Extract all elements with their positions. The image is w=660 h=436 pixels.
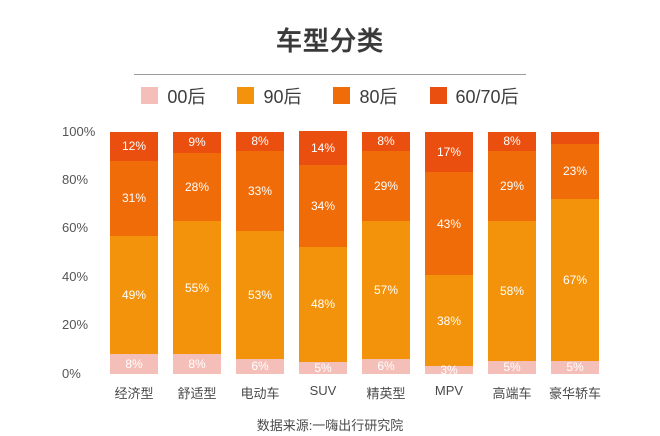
bar-segment: 58% bbox=[488, 221, 536, 362]
legend-item-3: 80后 bbox=[333, 83, 398, 109]
bar-segment: 43% bbox=[425, 172, 473, 276]
bar-segment: 8% bbox=[488, 131, 536, 151]
legend-swatch-icon bbox=[429, 87, 447, 104]
bar-segment: 14% bbox=[299, 131, 347, 166]
bar-segment: 5% bbox=[488, 361, 536, 374]
bar-segment: 8% bbox=[362, 131, 410, 151]
bar-segment: 8% bbox=[173, 354, 221, 374]
bar-segment: 6% bbox=[236, 358, 284, 374]
bar-segment: 53% bbox=[236, 230, 284, 359]
legend-item-label: 60/70后 bbox=[455, 86, 519, 107]
chart-title: 车型分类 bbox=[275, 26, 384, 56]
y-axis-tick-label: 40% bbox=[62, 268, 89, 284]
y-axis-tick-label: 0% bbox=[62, 365, 81, 381]
x-axis-category-label: 经济型 bbox=[114, 385, 154, 401]
bar-segment: 5% bbox=[299, 361, 347, 374]
bar-segment: 8% bbox=[236, 131, 284, 151]
y-axis-tick-label: 80% bbox=[62, 171, 89, 187]
bar-segment: 17% bbox=[425, 131, 473, 173]
bar-segment: 34% bbox=[299, 165, 347, 247]
bar-segment: 38% bbox=[425, 275, 473, 367]
bar-segment: 8% bbox=[110, 354, 158, 374]
x-axis-category-label: 高端车 bbox=[492, 385, 532, 401]
legend-swatch-icon bbox=[141, 87, 159, 104]
bar-segment: 28% bbox=[173, 153, 221, 222]
chart-plot-area: 0% 20% 40% 60% 80% 100% 8% 49% 31% 12% 8% 55% 28% 9%… bbox=[62, 124, 614, 381]
legend: 00后 90后 80后 60/70后 bbox=[0, 85, 660, 107]
bar-segment: 12% bbox=[110, 131, 158, 161]
x-axis-category-label: 电动车 bbox=[240, 385, 280, 401]
legend-swatch-icon bbox=[237, 87, 255, 104]
data-source: 数据来源:一嗨出行研究院 bbox=[256, 417, 404, 433]
bar-column-7: 5% 58% 29% 8% bbox=[488, 131, 536, 374]
bar-segment: 3% bbox=[425, 364, 473, 376]
bar-segment: 5% bbox=[551, 361, 599, 374]
legend-item-label: 90后 bbox=[263, 86, 302, 107]
bar-segment: 55% bbox=[173, 221, 221, 355]
bar-segment bbox=[551, 131, 599, 144]
bar-segment: 67% bbox=[551, 199, 599, 362]
bar-segment: 6% bbox=[362, 358, 410, 374]
bar-segment: 57% bbox=[362, 221, 410, 359]
legend-item-2: 90后 bbox=[237, 83, 301, 109]
bar-column-6: 3% 38% 43% 17% bbox=[425, 131, 473, 376]
bar-segment: 31% bbox=[110, 160, 158, 236]
legend-item-1: 00后 bbox=[141, 83, 205, 109]
legend-swatch-icon bbox=[333, 87, 351, 104]
title-divider bbox=[134, 73, 526, 75]
y-axis-tick-label: 20% bbox=[62, 317, 89, 333]
x-axis-category-label: 舒适型 bbox=[177, 385, 217, 401]
bar-column-4: 5% 48% 34% 14% bbox=[299, 131, 347, 374]
bar-column-1: 8% 49% 31% 12% bbox=[110, 131, 158, 374]
bars: 8% 49% 31% 12% 8% 55% 28% 9% 6% 53% 33% 8% 5% 48% 34% 1… bbox=[110, 131, 599, 376]
x-axis-category-label: SUV bbox=[309, 382, 337, 398]
x-axis: 经济型 舒适型 电动车 SUV 精英型 MPV 高端车 豪华轿车 bbox=[110, 383, 660, 402]
bar-column-3: 6% 53% 33% 8% bbox=[236, 131, 284, 374]
bar-column-2: 8% 55% 28% 9% bbox=[173, 131, 221, 374]
legend-item-label: 80后 bbox=[359, 86, 398, 107]
bar-segment: 9% bbox=[173, 131, 221, 154]
y-axis-tick-label: 100% bbox=[62, 123, 96, 139]
bar-column-5: 6% 57% 29% 8% bbox=[362, 131, 410, 374]
y-axis-tick-label: 60% bbox=[62, 220, 89, 236]
bar-segment: 29% bbox=[362, 150, 410, 222]
bar-segment: 48% bbox=[299, 246, 347, 362]
bar-segment: 23% bbox=[551, 143, 599, 200]
x-axis-category-label: 豪华轿车 bbox=[549, 385, 602, 401]
bar-column-8: 5% 67% 23% bbox=[551, 131, 599, 374]
legend-item-4: 60/70后 bbox=[429, 83, 519, 109]
x-axis-category-label: MPV bbox=[434, 382, 464, 398]
y-axis: 0% 20% 40% 60% 80% 100% bbox=[62, 124, 110, 381]
bar-segment: 29% bbox=[488, 150, 536, 222]
bar-segment: 49% bbox=[110, 235, 158, 355]
x-axis-category-label: 精英型 bbox=[366, 385, 406, 401]
bar-segment: 33% bbox=[236, 150, 284, 231]
legend-item-label: 00后 bbox=[167, 86, 206, 107]
